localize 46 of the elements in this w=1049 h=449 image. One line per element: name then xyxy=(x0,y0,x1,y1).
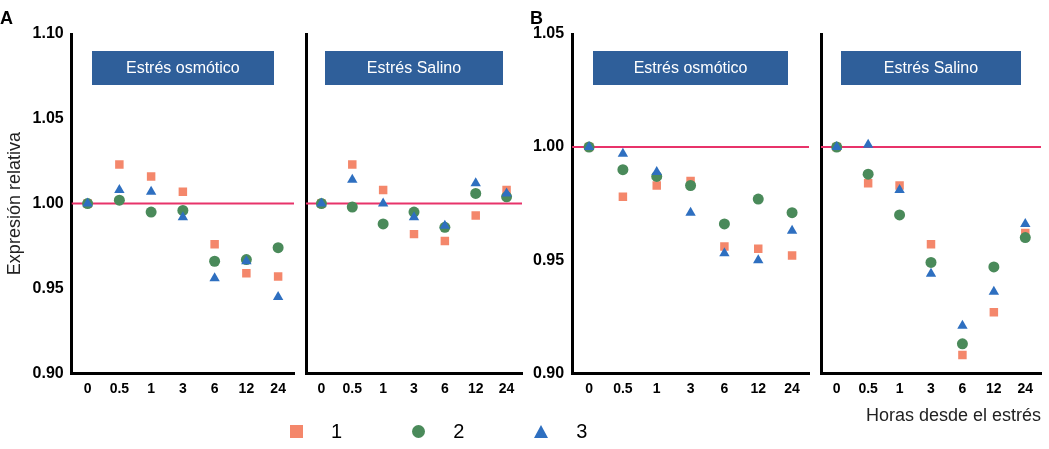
legend-label: 2 xyxy=(453,420,465,443)
x-tick-label: 0.5 xyxy=(858,380,879,397)
x-tick-label: 1 xyxy=(895,380,904,397)
y-tick-label: 0.95 xyxy=(32,278,64,296)
x-tick-label: 0.5 xyxy=(613,380,633,397)
y-axis-title: Expresión relativa xyxy=(3,131,24,276)
x-tick-label: 6 xyxy=(958,380,967,397)
x-tick-label: 6 xyxy=(720,380,729,397)
x-tick-label: 0 xyxy=(83,380,92,397)
x-tick-label: 12 xyxy=(238,380,255,397)
legend-label: 3 xyxy=(576,420,588,443)
y-tick-label: 1.10 xyxy=(32,24,64,42)
x-tick-label: 12 xyxy=(750,380,767,397)
x-tick-label: 0 xyxy=(832,380,841,397)
x-tick-label: 3 xyxy=(178,380,187,397)
x-tick-label: 0.5 xyxy=(342,380,363,397)
x-tick-label: 3 xyxy=(410,380,419,397)
legend-label: 1 xyxy=(331,420,343,443)
x-tick-label: 1 xyxy=(379,380,388,397)
x-tick-label: 3 xyxy=(686,380,695,397)
x-tick-label: 24 xyxy=(784,380,801,397)
label-box: Estrés Salino xyxy=(840,51,1022,85)
label-box: Estrés Salino xyxy=(325,51,503,85)
label-box: Estrés osmótico xyxy=(593,51,788,85)
y-tick-label: 1.00 xyxy=(32,194,64,212)
x-tick-label: 0 xyxy=(317,380,326,397)
x-tick-label: 12 xyxy=(986,380,1002,397)
y-tick-label: 0.90 xyxy=(533,363,565,381)
x-tick-label: 1 xyxy=(652,380,661,397)
x-tick-label: 6 xyxy=(210,380,219,397)
x-tick-label: 1 xyxy=(147,380,156,397)
y-tick-label: 0.90 xyxy=(32,363,64,381)
x-axis-title: Horas desde el estrés xyxy=(865,404,1041,425)
x-tick-label: 24 xyxy=(270,380,287,397)
y-tick-label: 1.05 xyxy=(32,109,64,127)
x-tick-label: 3 xyxy=(927,380,936,397)
y-tick-label: 1.00 xyxy=(533,137,565,155)
y-tick-label: 0.95 xyxy=(533,250,565,268)
chart-title: A xyxy=(0,8,13,29)
x-tick-label: 6 xyxy=(440,380,449,397)
x-tick-label: 0.5 xyxy=(109,380,130,397)
x-tick-label: 24 xyxy=(1017,380,1034,397)
label-box: Estrés osmótico xyxy=(91,51,274,85)
x-tick-label: 12 xyxy=(467,380,484,397)
x-tick-label: 24 xyxy=(498,380,515,397)
x-tick-label: 0 xyxy=(585,380,594,397)
